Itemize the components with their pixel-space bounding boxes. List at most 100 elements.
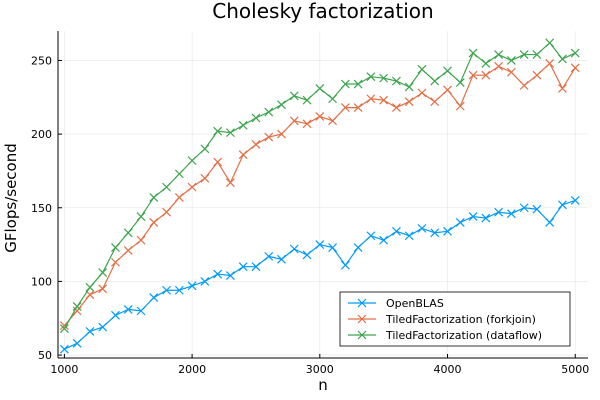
series-3 xyxy=(59,38,580,333)
data-point-marker xyxy=(366,231,376,241)
data-point-marker xyxy=(417,88,427,98)
data-point-marker xyxy=(277,254,286,264)
data-point-marker xyxy=(570,48,580,58)
data-point-marker xyxy=(506,56,516,65)
x-tick-label: 4000 xyxy=(434,363,462,376)
legend: OpenBLAS TiledFactorization (forkjoin) Til… xyxy=(339,291,571,347)
data-point-marker xyxy=(392,103,401,113)
legend-marker xyxy=(357,330,367,340)
data-point-marker xyxy=(289,244,299,254)
data-point-marker xyxy=(225,178,235,188)
legend-item: TiledFactorization (dataflow) xyxy=(348,329,542,342)
series-2 xyxy=(59,58,580,331)
data-point-marker xyxy=(506,209,516,219)
data-point-marker xyxy=(149,218,159,227)
data-point-marker xyxy=(238,120,248,130)
y-tick-label: 50 xyxy=(38,349,52,362)
data-point-marker xyxy=(136,212,146,222)
data-point-marker xyxy=(289,91,299,101)
data-point-marker xyxy=(430,228,440,238)
data-point-marker xyxy=(558,84,567,93)
series-1 xyxy=(59,195,580,354)
legend-marker xyxy=(357,298,367,308)
data-point-marker xyxy=(315,240,325,250)
data-point-marker xyxy=(85,282,95,292)
data-point-marker xyxy=(187,156,197,166)
data-point-marker xyxy=(468,48,478,58)
data-point-marker xyxy=(136,235,146,245)
data-point-marker xyxy=(277,129,286,139)
data-point-marker xyxy=(251,139,261,149)
data-point-marker xyxy=(519,50,529,59)
data-point-marker xyxy=(315,112,325,121)
data-point-marker xyxy=(213,157,223,167)
data-point-marker xyxy=(162,207,171,217)
data-point-marker xyxy=(545,58,555,68)
data-point-marker xyxy=(545,38,555,48)
data-point-marker xyxy=(417,64,427,74)
data-point-marker xyxy=(264,107,274,117)
data-point-marker xyxy=(443,226,452,236)
data-point-marker xyxy=(558,54,567,64)
y-tick-label: 150 xyxy=(31,202,52,215)
data-point-marker xyxy=(379,73,389,83)
legend-item: TiledFactorization (forkjoin) xyxy=(348,313,536,326)
data-point-marker xyxy=(519,81,529,90)
data-point-marker xyxy=(238,262,248,272)
data-point-marker xyxy=(98,322,108,332)
data-point-marker xyxy=(366,94,376,104)
data-point-marker xyxy=(111,243,120,252)
data-point-marker xyxy=(353,243,363,252)
data-point-marker xyxy=(98,284,108,294)
data-point-marker xyxy=(430,97,440,107)
legend-marker xyxy=(357,314,367,324)
data-point-marker xyxy=(251,113,261,123)
data-point-marker xyxy=(72,302,82,311)
data-point-marker xyxy=(213,126,223,136)
data-point-marker xyxy=(162,285,171,295)
x-axis-label: n xyxy=(318,376,328,394)
data-point-marker xyxy=(123,228,133,238)
data-point-marker xyxy=(353,79,363,89)
data-point-marker xyxy=(72,338,82,348)
data-point-marker xyxy=(200,144,210,154)
chart-title: Cholesky factorization xyxy=(212,0,433,23)
data-point-marker xyxy=(353,103,363,113)
y-tick-label: 250 xyxy=(31,54,52,67)
tick-labels: 1000 2000 3000 4000 5000 50 100 150 200 250 xyxy=(31,54,589,376)
data-point-marker xyxy=(238,150,248,160)
x-tick-label: 3000 xyxy=(306,363,334,376)
data-point-marker xyxy=(98,268,108,277)
data-point-marker xyxy=(225,271,235,280)
data-point-marker xyxy=(404,231,414,241)
data-point-marker xyxy=(570,63,580,73)
data-point-marker xyxy=(174,193,184,202)
data-point-marker xyxy=(340,260,350,270)
legend-label: TiledFactorization (forkjoin) xyxy=(385,313,536,326)
data-point-marker xyxy=(200,276,210,286)
legend-item: OpenBLAS xyxy=(348,297,444,310)
data-point-marker xyxy=(328,116,338,126)
data-point-marker xyxy=(213,269,223,279)
data-point-marker xyxy=(340,79,350,89)
data-point-marker xyxy=(481,70,491,80)
data-point-marker xyxy=(494,50,504,59)
data-point-marker xyxy=(366,72,376,82)
data-point-marker xyxy=(417,223,427,233)
legend-box xyxy=(339,291,571,347)
data-point-marker xyxy=(506,67,516,77)
data-point-marker xyxy=(111,257,120,267)
data-point-marker xyxy=(302,250,312,260)
data-point-marker xyxy=(302,95,312,105)
data-point-marker xyxy=(289,116,299,126)
data-point-marker xyxy=(558,200,567,210)
data-point-marker xyxy=(519,203,529,213)
data-point-marker xyxy=(455,101,465,111)
legend-label: TiledFactorization (dataflow) xyxy=(385,329,542,342)
y-tick-label: 200 xyxy=(31,128,52,141)
data-point-marker xyxy=(111,310,120,320)
data-point-marker xyxy=(162,182,171,192)
data-point-marker xyxy=(149,193,159,202)
data-point-marker xyxy=(532,50,542,59)
